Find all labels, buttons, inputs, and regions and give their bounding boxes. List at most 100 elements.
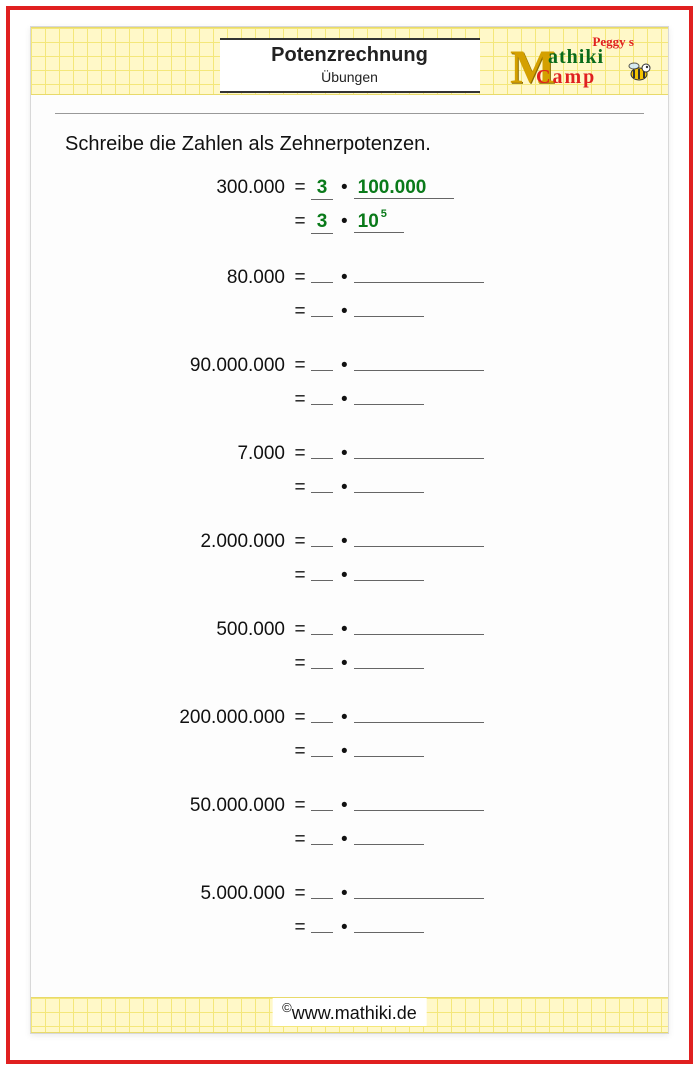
problem-number: 7.000 [71, 443, 291, 465]
coef-blank-2[interactable] [311, 492, 333, 493]
mult-dot: • [335, 883, 354, 905]
problem-row-1: 2.000.000=• [71, 529, 628, 557]
power-blank[interactable] [354, 387, 424, 405]
equals-sign: = [291, 355, 309, 377]
problem-row-2: =• [71, 827, 628, 855]
example-row-1: 300.000 = 3 • 100.000 [71, 177, 628, 205]
coef-blank[interactable] [311, 458, 333, 459]
equals-sign: = [291, 531, 309, 553]
equals-sign: = [291, 177, 309, 199]
example-power: 105 [354, 211, 404, 233]
equals-sign: = [291, 301, 309, 323]
coef-blank-2[interactable] [311, 932, 333, 933]
instruction-text: Schreibe die Zahlen als Zehnerpotenzen. [65, 133, 431, 156]
mult-dot: • [335, 301, 354, 323]
problem-row-2: =• [71, 387, 628, 415]
power-blank[interactable] [354, 915, 424, 933]
example-coef-1: 3 [311, 177, 333, 200]
problem-row-2: =• [71, 651, 628, 679]
equals-sign: = [291, 707, 309, 729]
problem-row-1: 50.000.000=• [71, 793, 628, 821]
header-divider [55, 113, 644, 114]
blank-problems-list: 80.000=•=•90.000.000=•=•7.000=•=•2.000.0… [71, 265, 628, 943]
problem-2: 90.000.000=•=• [71, 353, 628, 415]
example-number: 300.000 [71, 177, 291, 199]
power-blank[interactable] [354, 299, 424, 317]
equals-sign: = [291, 443, 309, 465]
coef-blank-2[interactable] [311, 844, 333, 845]
problem-8: 5.000.000=•=• [71, 881, 628, 943]
problem-number: 2.000.000 [71, 531, 291, 553]
mult-dot: • [335, 917, 354, 939]
expanded-blank[interactable] [354, 265, 484, 283]
bee-icon [624, 56, 654, 86]
mult-dot: • [335, 355, 354, 377]
problem-1: 80.000=•=• [71, 265, 628, 327]
mult-dot: • [335, 267, 354, 289]
problem-row-1: 200.000.000=• [71, 705, 628, 733]
footer-url: ©www.mathiki.de [272, 998, 427, 1026]
mult-dot: • [335, 795, 354, 817]
mult-dot: • [335, 477, 354, 499]
worksheet-subtitle: Übungen [228, 69, 472, 85]
problem-6: 200.000.000=•=• [71, 705, 628, 767]
mult-dot: • [335, 177, 354, 199]
problem-number: 50.000.000 [71, 795, 291, 817]
coef-blank[interactable] [311, 282, 333, 283]
coef-blank[interactable] [311, 546, 333, 547]
expanded-blank[interactable] [354, 529, 484, 547]
coef-blank[interactable] [311, 722, 333, 723]
expanded-blank[interactable] [354, 353, 484, 371]
power-blank[interactable] [354, 563, 424, 581]
problem-row-2: =• [71, 299, 628, 327]
power-blank[interactable] [354, 827, 424, 845]
mult-dot: • [335, 741, 354, 763]
problem-row-1: 90.000.000= • [71, 353, 628, 381]
power-blank[interactable] [354, 651, 424, 669]
logo-camp-text: Camp [536, 66, 596, 89]
equals-sign: = [291, 741, 309, 763]
problem-row-2: =• [71, 563, 628, 591]
title-box: Potenzrechnung Übungen [220, 38, 480, 93]
expanded-blank[interactable] [354, 617, 484, 635]
worksheet-title: Potenzrechnung [228, 44, 472, 67]
problem-row-1: 5.000.000=• [71, 881, 628, 909]
problem-3: 7.000=•=• [71, 441, 628, 503]
expanded-blank[interactable] [354, 881, 484, 899]
footer-grid-band: ©www.mathiki.de [31, 997, 668, 1033]
worksheet-page: Potenzrechnung Übungen Peggy s M athiki … [30, 26, 669, 1034]
mult-dot: • [335, 619, 354, 641]
coef-blank[interactable] [311, 634, 333, 635]
mult-dot: • [335, 565, 354, 587]
expanded-blank[interactable] [354, 441, 484, 459]
coef-blank-2[interactable] [311, 756, 333, 757]
coef-blank[interactable] [311, 810, 333, 811]
coef-blank-2[interactable] [311, 404, 333, 405]
coef-blank-2[interactable] [311, 668, 333, 669]
power-blank[interactable] [354, 739, 424, 757]
equals-sign: = [291, 883, 309, 905]
mult-dot: • [335, 389, 354, 411]
coef-blank[interactable] [311, 898, 333, 899]
mult-dot: • [335, 653, 354, 675]
example-row-2: = 3 • 105 [71, 211, 628, 239]
problem-number: 500.000 [71, 619, 291, 641]
problems-container: 300.000 = 3 • 100.000 = 3 • 105 80.000=•… [71, 177, 628, 983]
coef-blank-2[interactable] [311, 580, 333, 581]
problem-row-1: 7.000= • [71, 441, 628, 469]
equals-sign: = [291, 619, 309, 641]
equals-sign: = [291, 565, 309, 587]
coef-blank-2[interactable] [311, 316, 333, 317]
problem-number: 90.000.000 [71, 355, 291, 377]
problem-row-2: =• [71, 475, 628, 503]
coef-blank[interactable] [311, 370, 333, 371]
mult-dot: • [335, 211, 354, 233]
equals-sign: = [291, 267, 309, 289]
problem-7: 50.000.000=• =• [71, 793, 628, 855]
equals-sign: = [291, 389, 309, 411]
mult-dot: • [335, 443, 354, 465]
power-blank[interactable] [354, 475, 424, 493]
expanded-blank[interactable] [354, 793, 484, 811]
equals-sign: = [291, 653, 309, 675]
expanded-blank[interactable] [354, 705, 484, 723]
